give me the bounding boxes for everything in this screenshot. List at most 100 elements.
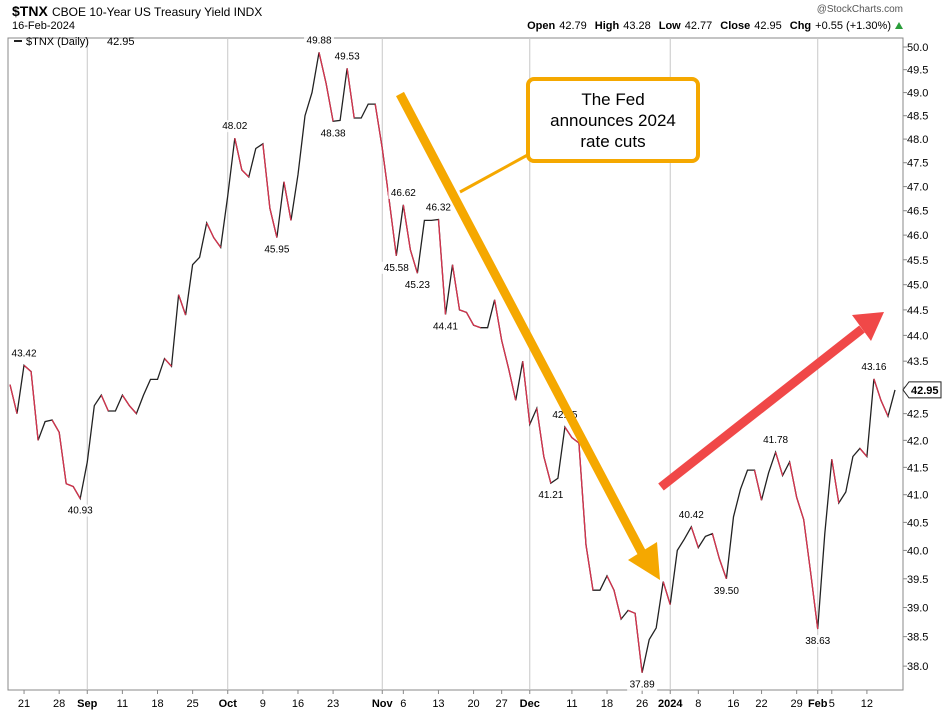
down-segment (206, 222, 215, 238)
value-label-bg (627, 678, 658, 691)
down-segment (522, 361, 531, 425)
down-segment (65, 483, 74, 488)
down-segment (269, 208, 278, 238)
annotations: The Fed announces 2024 rate cuts (396, 77, 884, 580)
y-tick-label: 47.0 (907, 182, 928, 194)
value-label-bg (304, 34, 335, 47)
down-segment (451, 264, 461, 311)
value-label-bg (261, 243, 292, 256)
quote-value: 42.77 (685, 20, 713, 32)
last-value-tag (902, 381, 942, 399)
down-segment (459, 309, 467, 314)
value-label: 45.23 (405, 280, 430, 291)
down-segment (128, 405, 137, 415)
callout-pointer (459, 150, 534, 194)
x-tick-label: 11 (566, 698, 577, 710)
value-label-bg (858, 360, 889, 373)
value-label-bg (9, 347, 40, 360)
quote-label: Close (720, 20, 750, 32)
down-segment (634, 613, 643, 673)
x-tick-label: 16 (727, 698, 739, 710)
value-label: 43.42 (12, 348, 37, 359)
down-segment (508, 368, 517, 401)
quote-value: 43.28 (623, 20, 651, 32)
value-label: 46.62 (391, 188, 416, 199)
y-tick-label: 45.5 (907, 255, 928, 267)
header: $TNX CBOE 10-Year US Treasury Yield INDX… (12, 3, 903, 32)
x-tick-label: 11 (117, 698, 128, 710)
down-segment (388, 200, 397, 256)
chart-title: CBOE 10-Year US Treasury Yield INDX (52, 5, 262, 19)
down-segment (810, 573, 819, 630)
value-label-bg (402, 279, 433, 292)
x-tick-label: Oct (219, 698, 238, 710)
y-tick-label: 48.5 (907, 111, 928, 123)
x-tick-label: 20 (467, 698, 479, 710)
down-segment (234, 138, 243, 170)
down-segment (803, 519, 812, 574)
down-segment (711, 533, 721, 560)
x-tick-label: 8 (695, 698, 701, 710)
down-segment (318, 52, 327, 84)
down-segment (494, 299, 503, 341)
value-label-bg (711, 584, 742, 597)
quote-label: Low (659, 20, 681, 32)
x-tick-label: Dec (520, 698, 540, 710)
callout-box (526, 77, 700, 163)
down-segment (177, 294, 187, 316)
value-label: 45.58 (384, 263, 409, 274)
value-label: 45.95 (264, 245, 289, 256)
value-label: 40.42 (679, 510, 704, 521)
down-segment (789, 461, 798, 498)
down-segment (465, 312, 475, 326)
down-segment (72, 486, 81, 499)
value-label: 49.53 (335, 51, 360, 62)
value-label-bg (318, 127, 349, 140)
down-segment (774, 452, 784, 476)
value-label: 49.88 (307, 35, 332, 46)
y-tick-label: 40.5 (907, 517, 928, 529)
y-tick-label: 39.0 (907, 603, 928, 615)
x-tick-label: 21 (18, 698, 30, 710)
down-segment (880, 400, 889, 417)
y-tick-label: 47.5 (907, 158, 928, 170)
x-tick-label: 2024 (658, 698, 683, 710)
value-label-bg (430, 320, 461, 333)
down-segment (753, 469, 763, 501)
quote-label: High (595, 20, 620, 32)
x-tick-label: Sep (77, 698, 97, 710)
value-label: 39.50 (714, 586, 739, 597)
y-tick-label: 42.0 (907, 435, 928, 447)
down-segment (564, 426, 573, 439)
callout-text: announces 2024 (550, 111, 676, 130)
value-label: 41.78 (763, 435, 788, 446)
plot: 43.42 40.93 48.02 45.95 49.88 48.38 49.53 45.58… (9, 34, 896, 691)
legend-label: $TNX (Daily) (26, 36, 89, 48)
y-tick-label: 49.5 (907, 65, 928, 77)
value-label: 37.89 (630, 680, 655, 691)
down-segment (381, 148, 390, 202)
down-segment (283, 181, 292, 221)
y-tick-label: 45.0 (907, 280, 928, 292)
y-tick-label: 43.5 (907, 356, 928, 368)
value-label-bg (676, 508, 707, 521)
down-segment (9, 384, 18, 414)
down-segment (796, 497, 805, 520)
y-tick-label: 49.0 (907, 88, 928, 100)
legend-value: 42.95 (107, 36, 135, 48)
quote-value: 42.95 (754, 20, 782, 32)
down-segment (501, 340, 510, 370)
y-tick-label: 44.5 (907, 305, 928, 317)
down-segment (627, 609, 636, 614)
value-label: 48.02 (222, 121, 247, 132)
x-tick-label: 6 (400, 698, 406, 710)
value-label-bg (535, 489, 566, 502)
y-tick-label: 39.5 (907, 574, 928, 586)
trend-arrow-up (658, 325, 865, 491)
value-label-bg (219, 120, 250, 133)
down-segment (690, 526, 699, 548)
value-label-bg (332, 50, 363, 63)
quote-value: 42.79 (559, 20, 587, 32)
callout-text: rate cuts (580, 132, 645, 151)
